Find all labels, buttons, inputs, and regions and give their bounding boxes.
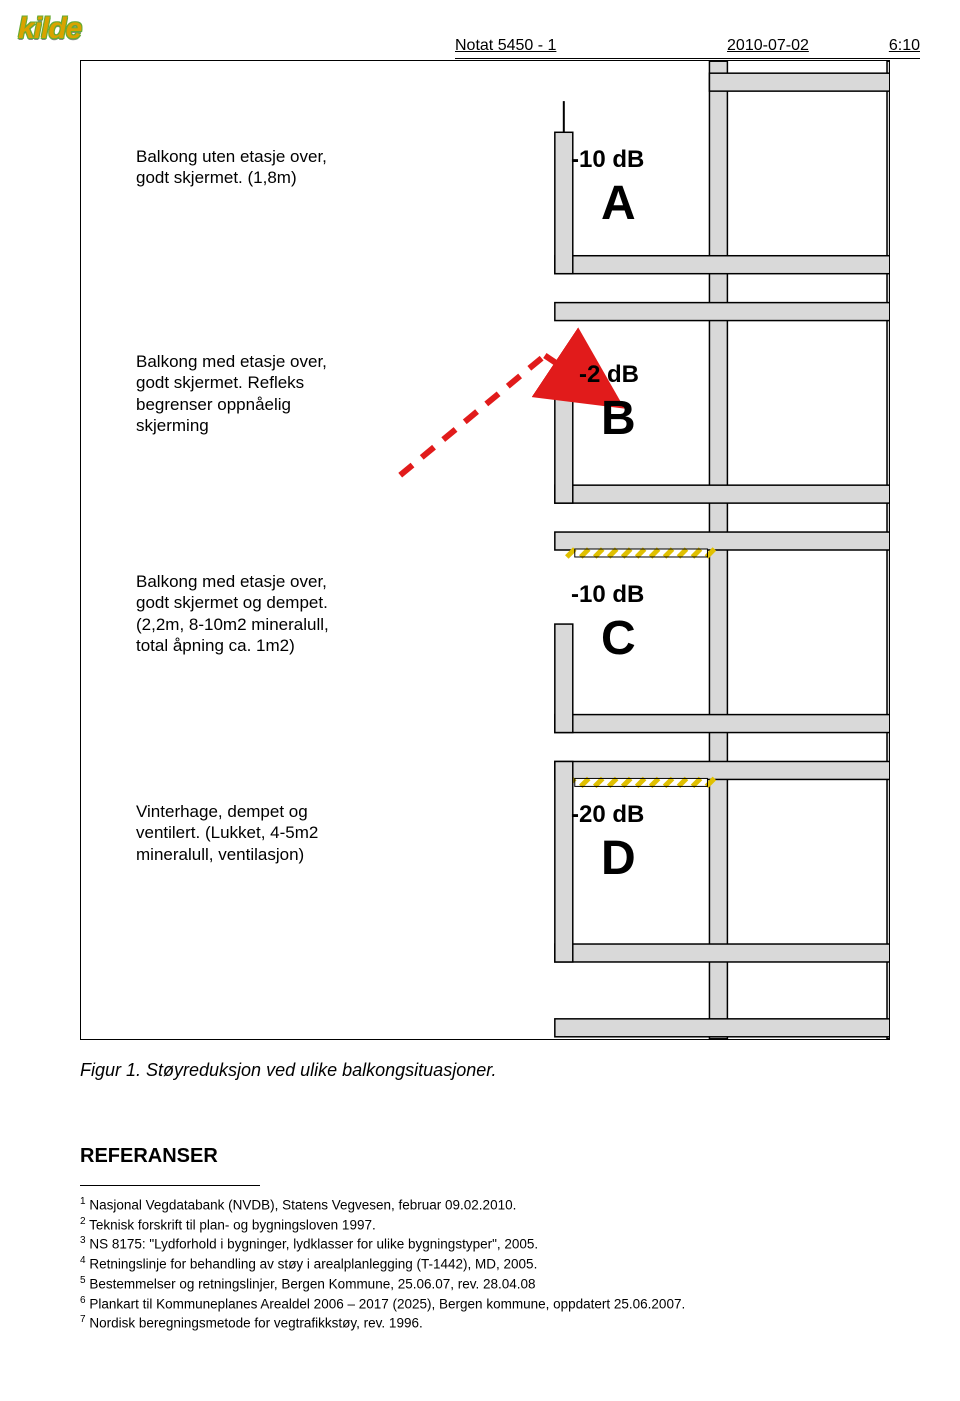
reference-item: 4 Retningslinje for behandling av støy i… xyxy=(80,1254,900,1274)
references-title: REFERANSER xyxy=(80,1145,218,1168)
reference-item: 6 Plankart til Kommuneplanes Arealdel 20… xyxy=(80,1294,900,1314)
section-desc-A: Balkong uten etasje over, godt skjermet.… xyxy=(136,146,416,189)
section-desc-C: Balkong med etasje over, godt skjermet o… xyxy=(136,571,416,656)
header-date: 2010-07-02 xyxy=(727,37,809,55)
db-label-D: -20 dB xyxy=(571,801,644,829)
page-header: kilde Notat 5450 - 1 2010-07-02 6:10 xyxy=(0,10,960,55)
section-desc-B: Balkong med etasje over, godt skjermet. … xyxy=(136,351,416,436)
header-notat: Notat 5450 - 1 xyxy=(455,37,556,55)
header-page: 6:10 xyxy=(889,37,920,55)
reference-item: 7 Nordisk beregningsmetode for vegtrafik… xyxy=(80,1313,900,1333)
figure-svg xyxy=(81,61,889,1039)
header-rule xyxy=(455,58,920,59)
reference-item: 2 Teknisk forskrift til plan- og bygning… xyxy=(80,1215,900,1235)
section-letter-A: A xyxy=(601,176,636,231)
reference-item: 5 Bestemmelser og retningslinjer, Bergen… xyxy=(80,1274,900,1294)
logo: kilde xyxy=(18,12,81,46)
db-label-B: -2 dB xyxy=(579,361,639,389)
references-list: 1 Nasjonal Vegdatabank (NVDB), Statens V… xyxy=(80,1195,900,1333)
reference-item: 3 NS 8175: "Lydforhold i bygninger, lydk… xyxy=(80,1234,900,1254)
reference-item: 1 Nasjonal Vegdatabank (NVDB), Statens V… xyxy=(80,1195,900,1215)
db-label-A: -10 dB xyxy=(571,146,644,174)
db-label-C: -10 dB xyxy=(571,581,644,609)
section-letter-D: D xyxy=(601,831,636,886)
section-letter-C: C xyxy=(601,611,636,666)
references-rule xyxy=(80,1185,260,1186)
section-letter-B: B xyxy=(601,391,636,446)
figure-box: Balkong uten etasje over, godt skjermet.… xyxy=(80,60,890,1040)
header-meta: Notat 5450 - 1 2010-07-02 6:10 xyxy=(455,37,920,55)
section-desc-D: Vinterhage, dempet og ventilert. (Lukket… xyxy=(136,801,416,865)
figure-caption: Figur 1. Støyreduksjon ved ulike balkong… xyxy=(80,1060,497,1081)
